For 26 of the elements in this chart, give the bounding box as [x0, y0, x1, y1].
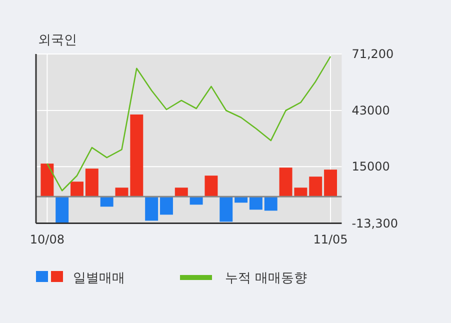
bar [204, 176, 218, 197]
bar [160, 196, 173, 215]
bar [130, 114, 144, 197]
bar [145, 196, 158, 221]
bar [56, 196, 69, 223]
bar [115, 188, 128, 197]
bar [85, 168, 98, 197]
legend-label: 누적 매매동향 [225, 271, 308, 286]
bar [70, 182, 84, 197]
y-tick-label: 43000 [352, 104, 390, 118]
line-series [46, 56, 332, 192]
bar [249, 196, 262, 210]
x-tick-label: 10/08 [30, 232, 64, 246]
bar [100, 196, 114, 207]
y-tick-label: 15000 [352, 160, 390, 174]
bar [174, 188, 188, 197]
bar [40, 164, 54, 197]
chart-title: 외국인 [38, 33, 77, 48]
bar [324, 170, 338, 197]
bar [309, 176, 322, 197]
y-tick-label: -13,300 [352, 216, 398, 230]
legend-label: 일별매매 [73, 271, 125, 286]
x-tick-label: 11/05 [313, 232, 348, 246]
bar [220, 196, 233, 222]
bar [264, 196, 278, 211]
y-tick-label: 71,200 [352, 47, 394, 61]
